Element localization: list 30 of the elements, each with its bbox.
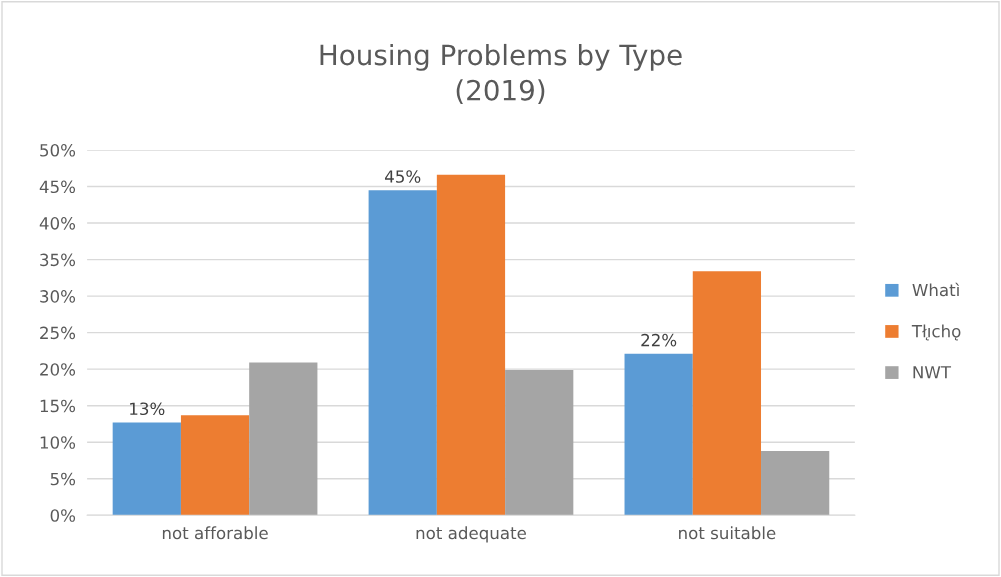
y-tick-label: 45% xyxy=(39,180,76,194)
bar xyxy=(249,362,318,516)
y-tick-label: 20% xyxy=(40,363,76,376)
bar xyxy=(761,450,830,516)
bar xyxy=(692,271,762,516)
bar xyxy=(112,422,181,516)
bar xyxy=(436,174,506,516)
bar xyxy=(624,353,693,516)
y-tick-label: 0% xyxy=(50,509,76,522)
chart-title: Housing Problems by Type (2019) xyxy=(320,43,682,104)
data-label: 45% xyxy=(385,170,421,183)
bar xyxy=(180,415,250,516)
legend-label: Whatì xyxy=(912,282,960,297)
x-tick-label: not adequate xyxy=(416,526,526,543)
y-tick-label: 40% xyxy=(39,217,76,230)
y-tick-label: 5% xyxy=(50,472,76,486)
y-tick-label: 25% xyxy=(40,326,76,340)
data-label: 22% xyxy=(641,333,677,347)
y-tick-label: 15% xyxy=(40,399,76,413)
y-tick-label: 30% xyxy=(40,290,76,303)
bar xyxy=(368,190,437,516)
y-tick-label: 50% xyxy=(40,143,76,157)
x-tick-label: not suitable xyxy=(679,526,776,540)
data-label: 13% xyxy=(130,402,165,416)
x-tick-label: not afforable xyxy=(162,526,268,540)
legend-label: Tłı̨chǫ xyxy=(911,324,961,341)
y-tick-label: 35% xyxy=(40,253,76,267)
bar xyxy=(505,369,574,516)
legend-label: NWT xyxy=(913,366,952,379)
y-tick-label: 10% xyxy=(40,436,76,449)
